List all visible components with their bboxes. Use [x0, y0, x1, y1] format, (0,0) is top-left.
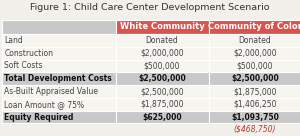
Bar	[116, 85, 208, 98]
Text: As-Built Appraised Value: As-Built Appraised Value	[4, 87, 98, 96]
Text: $2,500,000: $2,500,000	[140, 87, 184, 96]
Text: Total Development Costs: Total Development Costs	[4, 74, 112, 83]
Text: $1,406,250: $1,406,250	[233, 100, 277, 109]
Bar	[2, 34, 116, 47]
Text: $2,000,000: $2,000,000	[233, 49, 277, 58]
Bar	[116, 20, 208, 34]
Text: Figure 1: Child Care Center Development Scenario: Figure 1: Child Care Center Development …	[30, 3, 270, 12]
Text: $1,875,000: $1,875,000	[140, 100, 184, 109]
Text: White Community: White Community	[120, 22, 204, 31]
Bar	[116, 47, 208, 60]
Text: $500,000: $500,000	[237, 61, 273, 70]
Bar	[2, 72, 116, 85]
Bar	[208, 98, 300, 111]
Text: $1,093,750: $1,093,750	[231, 113, 279, 122]
Bar	[2, 98, 116, 111]
Bar	[116, 72, 208, 85]
Text: $2,500,000: $2,500,000	[231, 74, 279, 83]
Text: Land: Land	[4, 36, 23, 45]
Text: Construction: Construction	[4, 49, 53, 58]
Bar	[208, 85, 300, 98]
Text: $625,000: $625,000	[142, 113, 182, 122]
Bar	[2, 85, 116, 98]
Bar	[208, 34, 300, 47]
Bar	[208, 47, 300, 60]
Bar	[2, 47, 116, 60]
Text: Community of Color: Community of Color	[208, 22, 300, 31]
Bar	[2, 60, 116, 72]
Bar	[208, 60, 300, 72]
Text: Donated: Donated	[146, 36, 178, 45]
Bar	[2, 111, 116, 123]
Text: Equity Required: Equity Required	[4, 113, 74, 122]
Bar	[208, 72, 300, 85]
Bar	[116, 98, 208, 111]
Text: $500,000: $500,000	[144, 61, 180, 70]
Text: $2,500,000: $2,500,000	[138, 74, 186, 83]
Text: $2,000,000: $2,000,000	[140, 49, 184, 58]
Text: Soft Costs: Soft Costs	[4, 61, 43, 70]
Text: Donated: Donated	[238, 36, 272, 45]
Text: ($468,750): ($468,750)	[234, 124, 276, 133]
Bar	[116, 34, 208, 47]
Bar	[116, 60, 208, 72]
Text: $1,875,000: $1,875,000	[233, 87, 277, 96]
Bar	[208, 111, 300, 123]
Text: Loan Amount @ 75%: Loan Amount @ 75%	[4, 100, 85, 109]
Bar	[208, 20, 300, 34]
Bar	[2, 20, 116, 34]
Bar	[116, 111, 208, 123]
